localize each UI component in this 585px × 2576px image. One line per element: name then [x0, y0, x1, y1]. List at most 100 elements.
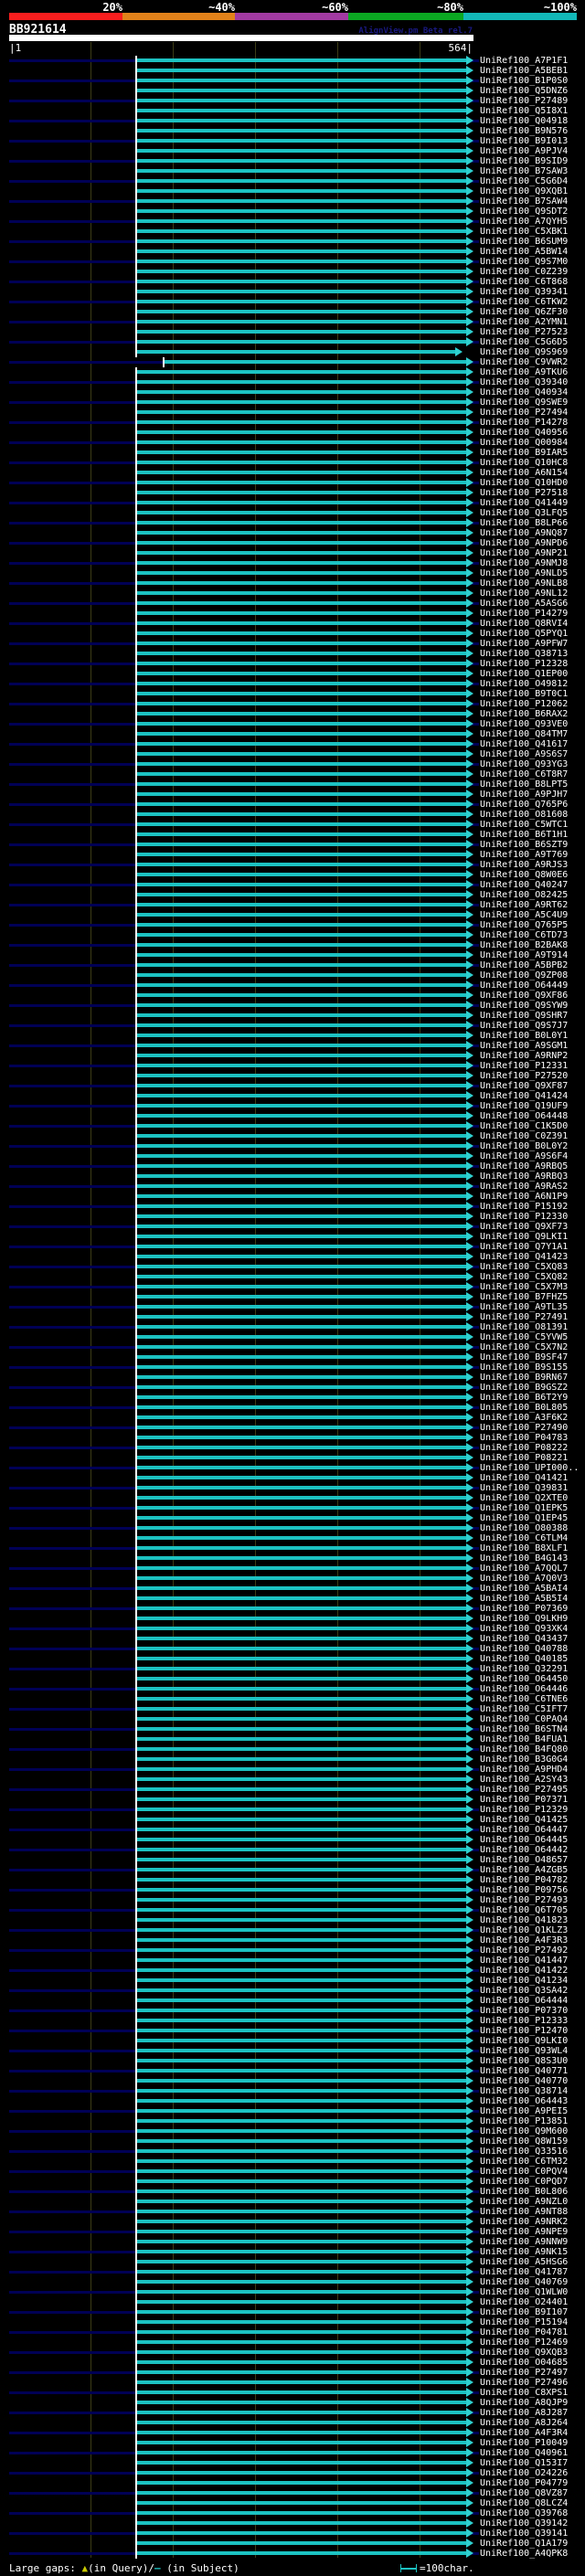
alignment-bar[interactable]	[137, 1365, 466, 1369]
alignment-bar[interactable]	[137, 1385, 466, 1389]
alignment-bar[interactable]	[137, 1797, 466, 1801]
alignment-bar[interactable]	[137, 2501, 466, 2505]
hit-label[interactable]: UniRef100_A7QQL7	[480, 1564, 569, 1574]
hit-label[interactable]: UniRef100_Q9S7M0	[480, 257, 569, 267]
alignment-bar[interactable]	[137, 943, 466, 947]
hit-label[interactable]: UniRef100_A7Q0V3	[480, 1574, 569, 1584]
alignment-bar[interactable]	[137, 631, 466, 635]
hit-label[interactable]: UniRef100_Q93XK4	[480, 1624, 569, 1634]
alignment-bar[interactable]	[137, 963, 466, 967]
hit-label[interactable]: UniRef100_Q39340	[480, 377, 569, 387]
hit-label[interactable]: UniRef100_O64450	[480, 1674, 569, 1684]
hit-label[interactable]: UniRef100_A9RJS3	[480, 860, 569, 870]
alignment-bar[interactable]	[137, 1285, 466, 1288]
hit-label[interactable]: UniRef100_B6SUM9	[480, 237, 569, 247]
alignment-bar[interactable]	[137, 340, 466, 344]
hit-label[interactable]: UniRef100_A9NZL0	[480, 2197, 569, 2207]
alignment-bar[interactable]	[137, 1938, 466, 1942]
hit-label[interactable]: UniRef100_A9NPE9	[480, 2227, 569, 2237]
hit-label[interactable]: UniRef100_A5ASG6	[480, 599, 569, 609]
alignment-bar[interactable]	[137, 2139, 466, 2143]
hit-label[interactable]: UniRef100_P12333	[480, 2016, 569, 2026]
hit-label[interactable]: UniRef100_Q9M600	[480, 2126, 569, 2136]
hit-label[interactable]: UniRef100_Q38714	[480, 2086, 569, 2096]
hit-label[interactable]: UniRef100_C6TKW2	[480, 297, 569, 307]
hit-label[interactable]: UniRef100_A9NPD6	[480, 538, 569, 548]
hit-label[interactable]: UniRef100_Q40247	[480, 880, 569, 890]
hit-label[interactable]: UniRef100_B8LP66	[480, 518, 569, 528]
alignment-bar[interactable]	[137, 1767, 466, 1771]
alignment-bar[interactable]	[137, 2159, 466, 2163]
hit-label[interactable]: UniRef100_Q40185	[480, 1654, 569, 1664]
hit-label[interactable]: UniRef100_B6T2Y9	[480, 1393, 569, 1403]
hit-label[interactable]: UniRef100_C1K5D0	[480, 1121, 569, 1131]
alignment-bar[interactable]	[137, 2551, 466, 2555]
hit-label[interactable]: UniRef100_B8XLF1	[480, 1543, 569, 1553]
hit-label[interactable]: UniRef100_B9SF47	[480, 1352, 569, 1362]
alignment-bar[interactable]	[137, 1355, 466, 1359]
hit-label[interactable]: UniRef100_Q93VE0	[480, 719, 569, 729]
alignment-bar[interactable]	[137, 1526, 466, 1530]
alignment-bar[interactable]	[137, 712, 466, 716]
hit-label[interactable]: UniRef100_Q04918	[480, 116, 569, 126]
alignment-bar[interactable]	[137, 993, 466, 997]
alignment-bar[interactable]	[137, 2431, 466, 2434]
alignment-bar[interactable]	[137, 2491, 466, 2495]
alignment-bar[interactable]	[137, 903, 466, 906]
hit-label[interactable]: UniRef100_Q40769	[480, 2277, 569, 2287]
hit-label[interactable]: UniRef100_P15194	[480, 2317, 569, 2327]
hit-label[interactable]: UniRef100_Q1WLW0	[480, 2287, 569, 2297]
hit-label[interactable]: UniRef100_B6STN4	[480, 1724, 569, 1734]
alignment-bar[interactable]	[137, 1727, 466, 1731]
hit-label[interactable]: UniRef100_Q9XF73	[480, 1222, 569, 1232]
hit-label[interactable]: UniRef100_Q9ZP08	[480, 970, 569, 981]
alignment-bar[interactable]	[137, 832, 466, 836]
hit-label[interactable]: UniRef100_C6T868	[480, 277, 569, 287]
hit-label[interactable]: UniRef100_A3F6K2	[480, 1413, 569, 1423]
alignment-bar[interactable]	[137, 1034, 466, 1037]
hit-label[interactable]: UniRef100_C0PQV4	[480, 2167, 569, 2177]
alignment-bar[interactable]	[137, 1466, 466, 1469]
alignment-bar[interactable]	[137, 1084, 466, 1087]
alignment-bar[interactable]	[137, 1325, 466, 1329]
hit-label[interactable]: UniRef100_Q43437	[480, 1634, 569, 1644]
alignment-bar[interactable]	[137, 893, 466, 896]
hit-label[interactable]: UniRef100_P09756	[480, 1885, 569, 1895]
alignment-bar[interactable]	[137, 2451, 466, 2454]
hit-label[interactable]: UniRef100_A4F3R3	[480, 1935, 569, 1945]
alignment-bar[interactable]	[137, 1747, 466, 1751]
alignment-bar[interactable]	[137, 229, 466, 233]
alignment-bar[interactable]	[137, 330, 466, 334]
hit-label[interactable]: UniRef100_Q7Y1A1	[480, 1242, 569, 1252]
hit-label[interactable]: UniRef100_Q40934	[480, 387, 569, 398]
alignment-bar[interactable]	[137, 1154, 466, 1158]
hit-label[interactable]: UniRef100_P27496	[480, 2378, 569, 2388]
alignment-bar[interactable]	[137, 1968, 466, 1972]
hit-label[interactable]: UniRef100_A9NL12	[480, 588, 569, 599]
hit-label[interactable]: UniRef100_Q153I7	[480, 2458, 569, 2468]
hit-label[interactable]: UniRef100_P27492	[480, 1945, 569, 1956]
hit-label[interactable]: UniRef100_A5BPB2	[480, 960, 569, 970]
alignment-bar[interactable]	[137, 430, 466, 434]
hit-label[interactable]: UniRef100_Q5PYQ1	[480, 629, 569, 639]
alignment-bar[interactable]	[137, 2390, 466, 2394]
alignment-bar[interactable]	[137, 752, 466, 756]
alignment-bar[interactable]	[137, 2330, 466, 2334]
hit-label[interactable]: UniRef100_B9S155	[480, 1362, 569, 1373]
alignment-bar[interactable]	[137, 1848, 466, 1851]
hit-label[interactable]: UniRef100_P27523	[480, 327, 569, 337]
alignment-bar[interactable]	[137, 953, 466, 957]
hit-label[interactable]: UniRef100_O81608	[480, 810, 569, 820]
hit-label[interactable]: UniRef100_B9SID9	[480, 156, 569, 166]
alignment-bar[interactable]	[137, 1074, 466, 1077]
hit-label[interactable]: UniRef100_Q9XQB3	[480, 2348, 569, 2358]
alignment-bar[interactable]	[137, 2019, 466, 2022]
hit-label[interactable]: UniRef100_Q41423	[480, 1252, 569, 1262]
alignment-bar[interactable]	[137, 1757, 466, 1761]
hit-label[interactable]: UniRef100_Q41424	[480, 1091, 569, 1101]
alignment-bar[interactable]	[137, 1657, 466, 1660]
hit-label[interactable]: UniRef100_C5XQ82	[480, 1272, 569, 1282]
hit-label[interactable]: UniRef100_B7SAW3	[480, 166, 569, 176]
hit-label[interactable]: UniRef100_A5BAI4	[480, 1584, 569, 1594]
hit-label[interactable]: UniRef100_O64445	[480, 1835, 569, 1845]
